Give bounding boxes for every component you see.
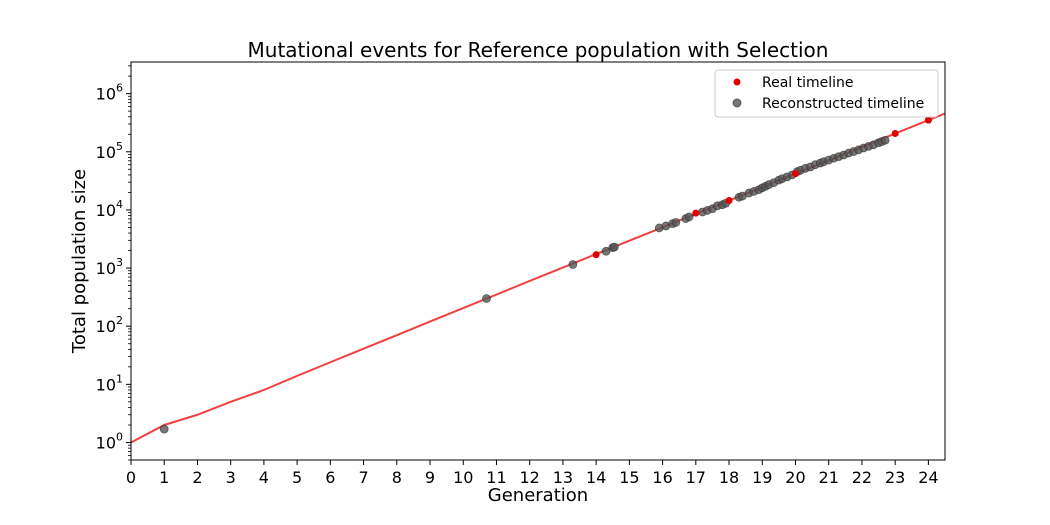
x-tick-label: 1: [159, 468, 169, 487]
legend-label-real: Real timeline: [762, 75, 854, 91]
reconstructed-point: [880, 135, 890, 145]
y-tick-label: 100: [96, 430, 123, 452]
x-tick-label: 23: [885, 468, 905, 487]
plot-frame: [130, 61, 946, 461]
y-tick-label: 105: [96, 140, 123, 162]
real-point: [924, 116, 932, 124]
legend-label-reconstructed: Reconstructed timeline: [762, 96, 924, 112]
chart-title: Mutational events for Reference populati…: [248, 38, 829, 62]
x-tick-label: 4: [259, 468, 269, 487]
legend-marker-real: [733, 78, 741, 86]
x-tick-label: 6: [325, 468, 335, 487]
x-tick-label: 3: [226, 468, 236, 487]
y-tick-label: 102: [96, 314, 123, 336]
x-tick-label: 15: [619, 468, 639, 487]
real-point: [592, 251, 600, 259]
x-tick-label: 12: [520, 468, 540, 487]
real-point: [791, 170, 799, 178]
x-tick-label: 5: [292, 468, 302, 487]
x-tick-label: 22: [852, 468, 872, 487]
x-tick-label: 16: [652, 468, 672, 487]
x-axis: 0 1 2 3 4 5 6 7 8 9 10 11 12 13 14 15 16 17 18 19 20 21 22 23 24: [126, 460, 939, 487]
y-tick-label: 101: [96, 372, 123, 394]
x-tick-label: 11: [486, 468, 506, 487]
x-tick-label: 10: [453, 468, 473, 487]
x-tick-label: 13: [553, 468, 573, 487]
y-tick-label: 103: [96, 256, 123, 278]
real-point: [725, 197, 733, 205]
real-point: [692, 209, 700, 217]
x-tick-label: 17: [686, 468, 706, 487]
reconstructed-point: [610, 242, 619, 252]
x-tick-label: 24: [918, 468, 938, 487]
legend-box: [714, 69, 939, 118]
x-tick-label: 0: [126, 468, 136, 487]
x-tick-label: 14: [586, 468, 606, 487]
x-tick-label: 18: [719, 468, 739, 487]
x-tick-label: 21: [819, 468, 839, 487]
x-tick-label: 7: [358, 468, 368, 487]
y-axis: 100 101 102 103 104 105 106: [96, 65, 131, 461]
reconstructed-point: [568, 260, 578, 269]
reconstructed-point: [159, 424, 169, 434]
x-tick-label: 2: [192, 468, 202, 487]
x-tick-label: 8: [392, 468, 402, 487]
reconstructed-point: [482, 294, 491, 303]
reconstructed-point: [684, 212, 694, 222]
y-axis-label: Total population size: [69, 169, 90, 354]
x-tick-label: 9: [425, 468, 435, 487]
legend: Real timeline Reconstructed timeline: [714, 69, 939, 118]
reconstructed-point: [601, 246, 611, 256]
legend-marker-reconstructed: [732, 98, 742, 108]
reconstructed-point: [671, 218, 681, 227]
x-tick-label: 20: [785, 468, 805, 487]
y-tick-label: 106: [96, 82, 123, 104]
real-point: [891, 130, 899, 138]
y-tick-label: 104: [96, 198, 123, 220]
x-tick-label: 19: [752, 468, 772, 487]
x-axis-label: Generation: [488, 485, 588, 506]
